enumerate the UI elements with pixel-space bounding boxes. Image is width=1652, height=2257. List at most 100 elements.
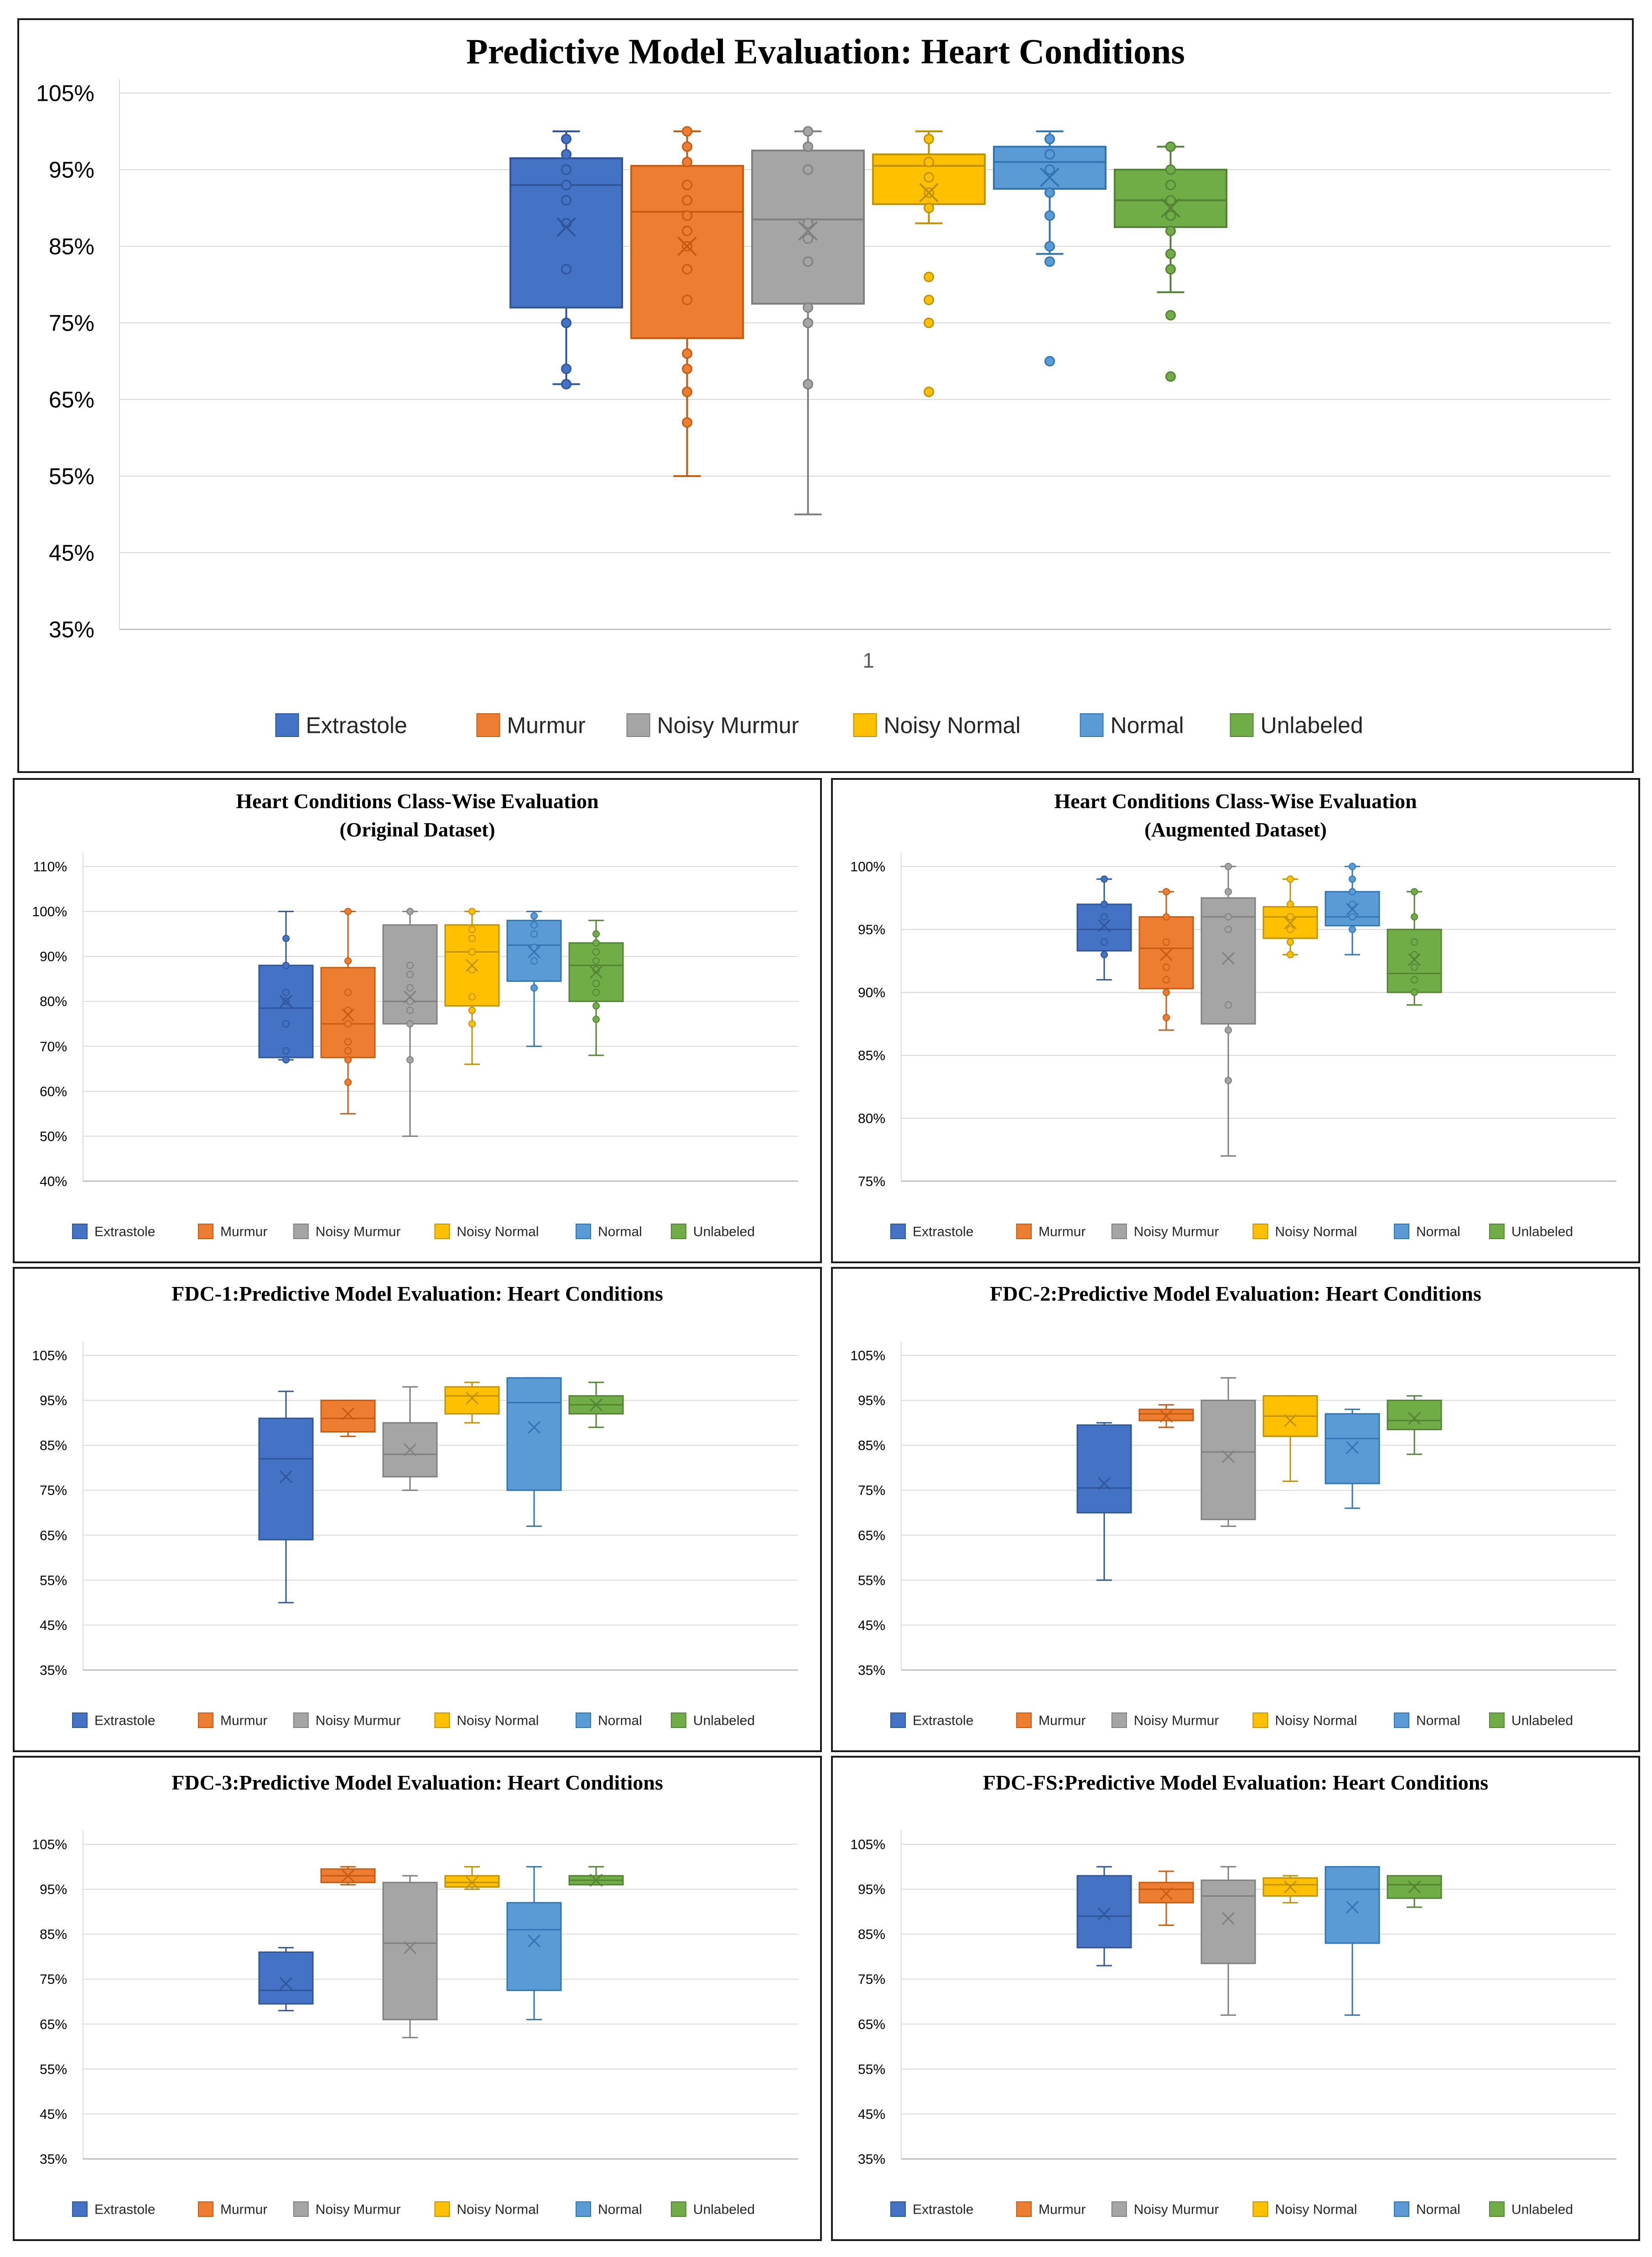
data-point: [406, 984, 414, 992]
mean-marker: [465, 1391, 479, 1405]
mean-marker: [279, 1977, 293, 1990]
legend-swatch: [1230, 713, 1254, 737]
fdc3-panel: FDC-3:Predictive Model Evaluation: Heart…: [13, 1756, 822, 2241]
data-point: [592, 957, 600, 965]
legend-label: Unlabeled: [693, 1224, 755, 1240]
legend-label: Normal: [1416, 1713, 1460, 1728]
box-unlabeled: [568, 1866, 624, 1887]
data-point: [530, 930, 538, 938]
data-point: [682, 195, 692, 206]
chart-title: FDC-FS:Predictive Model Evaluation: Hear…: [983, 1771, 1488, 1794]
fdc2-panel: FDC-2:Predictive Model Evaluation: Heart…: [831, 1267, 1640, 1752]
y-tick-label: 55%: [858, 2062, 885, 2077]
mean-marker: [279, 995, 293, 1008]
y-tick-label: 105%: [850, 1837, 885, 1852]
data-point: [1411, 963, 1418, 971]
box-noisy-murmur: [1200, 1377, 1256, 1527]
data-point: [1411, 888, 1418, 896]
data-point: [1411, 938, 1418, 946]
mean-marker: [403, 1443, 417, 1457]
data-point: [682, 126, 692, 137]
data-point: [1287, 900, 1294, 908]
box-extrastole: [509, 130, 623, 389]
legend-item-noisy-murmur: Noisy Murmur: [293, 2201, 400, 2217]
legend-label: Noisy Murmur: [1134, 1713, 1219, 1728]
mean-marker: [1345, 1900, 1359, 1914]
box-iqr: [506, 1377, 562, 1491]
y-tick-label: 75%: [49, 311, 94, 336]
y-tick-label: 45%: [858, 2107, 885, 2122]
box-iqr: [1200, 1879, 1256, 1964]
mean-marker: [1408, 1411, 1421, 1425]
legend-label: Extrastole: [94, 1713, 155, 1728]
legend-label: Noisy Murmur: [1134, 1224, 1219, 1240]
box-normal: [1325, 863, 1380, 955]
y-tick-label: 75%: [858, 1174, 885, 1189]
data-point: [682, 141, 692, 152]
data-point: [561, 180, 571, 191]
outlier-point: [924, 386, 934, 397]
legend-swatch: [293, 2201, 309, 2217]
data-point: [1411, 951, 1418, 959]
chart-title: Heart Conditions Class-Wise Evaluation: [1054, 789, 1417, 813]
fdc3-svg: FDC-3:Predictive Model Evaluation: Heart…: [32, 1771, 798, 2217]
box-noisy-murmur: [382, 908, 438, 1137]
y-tick-label: 45%: [40, 1618, 67, 1633]
legend-swatch: [198, 1712, 213, 1728]
legend-item-noisy-murmur: Noisy Murmur: [1111, 2201, 1219, 2217]
data-point: [406, 1020, 414, 1027]
box-normal: [1325, 1408, 1380, 1509]
data-point: [1165, 141, 1176, 152]
box-murmur: [1138, 1404, 1194, 1428]
box-murmur: [320, 908, 376, 1115]
legend-label: Murmur: [507, 713, 586, 738]
y-tick-label: 80%: [858, 1111, 885, 1126]
legend-swatch: [1489, 1712, 1505, 1728]
data-point: [344, 1056, 352, 1064]
y-tick-label: 45%: [49, 540, 94, 566]
y-tick-label: 55%: [858, 1573, 885, 1588]
data-point: [682, 225, 692, 236]
original-dataset-panel: Heart Conditions Class-Wise Evaluation (O…: [13, 778, 822, 1263]
mean-marker: [1097, 1907, 1111, 1920]
legend-label: Extrastole: [94, 1224, 155, 1240]
fdc1-svg: FDC-1:Predictive Model Evaluation: Heart…: [32, 1282, 798, 1728]
data-point: [803, 302, 813, 313]
legend-item-murmur: Murmur: [1016, 1712, 1086, 1728]
mean-marker: [1159, 1887, 1173, 1900]
data-point: [1411, 989, 1418, 996]
legend-item-normal: Normal: [576, 1224, 642, 1240]
box-unlabeled: [1387, 1875, 1442, 1908]
box-normal: [506, 911, 562, 1047]
legend-label: Noisy Normal: [1275, 2202, 1357, 2217]
data-point: [530, 944, 538, 951]
y-tick-label: 85%: [40, 1927, 67, 1942]
box-iqr: [506, 1902, 562, 1991]
box-unlabeled: [568, 1381, 624, 1428]
legend-item-unlabeled: Unlabeled: [1230, 713, 1363, 738]
y-tick-label: 110%: [33, 860, 67, 875]
data-point: [1225, 926, 1232, 933]
mean-marker: [1408, 1880, 1421, 1894]
legend-label: Noisy Normal: [884, 713, 1021, 738]
box-extrastole: [258, 1947, 314, 2012]
y-tick-label: 65%: [858, 1528, 885, 1543]
data-point: [1165, 264, 1176, 275]
chart-title: FDC-3:Predictive Model Evaluation: Heart…: [171, 1771, 663, 1794]
y-tick-label: 55%: [40, 2062, 67, 2077]
mean-marker: [677, 236, 697, 256]
mean-marker: [465, 959, 479, 972]
legend-swatch: [576, 2201, 591, 2217]
legend-label: Extrastole: [306, 713, 407, 738]
y-tick-label: 35%: [49, 617, 94, 643]
legend-item-noisy-normal: Noisy Normal: [434, 1712, 539, 1728]
legend-item-murmur: Murmur: [1016, 2201, 1086, 2217]
legend-label: Normal: [1416, 1224, 1460, 1240]
chart-title: FDC-2:Predictive Model Evaluation: Heart…: [990, 1282, 1481, 1305]
mean-marker: [1345, 1441, 1359, 1454]
y-tick-label: 35%: [858, 2152, 885, 2167]
data-point: [1349, 900, 1356, 908]
y-tick-label: 85%: [40, 1438, 67, 1453]
legend-item-noisy-murmur: Noisy Murmur: [1111, 1224, 1219, 1240]
fdcfs-svg: FDC-FS:Predictive Model Evaluation: Hear…: [850, 1771, 1616, 2217]
